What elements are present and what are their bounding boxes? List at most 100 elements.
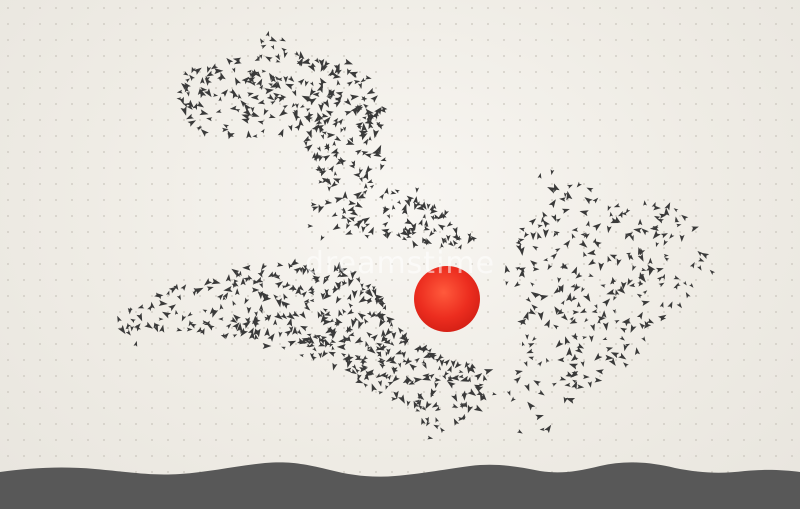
bird-silhouette bbox=[324, 288, 329, 296]
bird-silhouette bbox=[572, 310, 580, 315]
bird-silhouette bbox=[632, 264, 637, 271]
bird-silhouette bbox=[423, 352, 432, 358]
bird-silhouette bbox=[357, 192, 366, 199]
bird-silhouette bbox=[382, 205, 390, 215]
bird-silhouette bbox=[323, 274, 331, 281]
bird-silhouette bbox=[192, 102, 198, 110]
bird-silhouette bbox=[394, 189, 400, 194]
bird-silhouette bbox=[318, 337, 323, 343]
bird-silhouette bbox=[664, 202, 671, 211]
bird-silhouette bbox=[275, 298, 282, 308]
bird-silhouette bbox=[345, 229, 353, 235]
bird-silhouette bbox=[306, 96, 314, 102]
bird-silhouette bbox=[356, 125, 363, 130]
bird-silhouette bbox=[303, 140, 308, 147]
bird-silhouette bbox=[504, 265, 511, 274]
bird-silhouette bbox=[565, 371, 574, 377]
bird-silhouette bbox=[153, 325, 159, 333]
bird-silhouette bbox=[274, 95, 279, 102]
bird-silhouette bbox=[191, 66, 196, 74]
bird-silhouette bbox=[426, 203, 431, 210]
bird-silhouette bbox=[437, 353, 444, 360]
bird-silhouette bbox=[513, 376, 521, 384]
bird-silhouette bbox=[402, 376, 408, 385]
bird-silhouette bbox=[156, 293, 164, 300]
bird-silhouette bbox=[378, 391, 384, 395]
bird-silhouette bbox=[578, 239, 588, 248]
bird-silhouette bbox=[592, 223, 602, 231]
bird-silhouette bbox=[605, 347, 614, 352]
bird-silhouette bbox=[340, 156, 345, 164]
bird-silhouette bbox=[250, 111, 256, 116]
bird-silhouette bbox=[304, 80, 309, 87]
bird-silhouette bbox=[634, 347, 640, 356]
bird-silhouette bbox=[333, 264, 339, 273]
bird-silhouette bbox=[373, 150, 382, 157]
bird-silhouette bbox=[264, 327, 270, 337]
bird-silhouette bbox=[470, 235, 477, 242]
bird-silhouette bbox=[453, 418, 460, 426]
bird-silhouette bbox=[413, 400, 419, 409]
bird-silhouette bbox=[439, 359, 445, 367]
bird-silhouette bbox=[204, 88, 212, 98]
bird-silhouette bbox=[583, 232, 589, 238]
bird-silhouette bbox=[415, 408, 421, 412]
bird-silhouette bbox=[284, 330, 293, 337]
bird-silhouette bbox=[242, 264, 251, 271]
bird-silhouette bbox=[254, 328, 261, 338]
bird-silhouette bbox=[342, 308, 347, 315]
bird-silhouette bbox=[229, 316, 238, 323]
bird-silhouette bbox=[341, 353, 347, 358]
bird-silhouette bbox=[537, 232, 542, 240]
bird-silhouette bbox=[571, 266, 578, 276]
bird-silhouette bbox=[556, 308, 565, 315]
bird-silhouette bbox=[559, 376, 567, 381]
bird-silhouette bbox=[293, 267, 302, 274]
bird-silhouette bbox=[292, 284, 297, 292]
bird-silhouette bbox=[625, 232, 633, 238]
bird-silhouette bbox=[291, 310, 300, 317]
bird-silhouette bbox=[527, 343, 535, 348]
bird-silhouette bbox=[353, 172, 361, 178]
bird-silhouette bbox=[510, 396, 516, 402]
bird-silhouette bbox=[303, 298, 310, 303]
bird-silhouette bbox=[613, 295, 617, 301]
bird-silhouette bbox=[287, 340, 297, 347]
bird-silhouette bbox=[315, 119, 323, 125]
bird-silhouette bbox=[261, 263, 268, 271]
bird-silhouette bbox=[199, 328, 205, 336]
bird-silhouette bbox=[542, 219, 550, 228]
bird-silhouette bbox=[321, 102, 325, 107]
bird-silhouette bbox=[697, 265, 702, 271]
bird-silhouette bbox=[321, 113, 329, 118]
bird-silhouette bbox=[332, 285, 340, 294]
bird-silhouette bbox=[514, 281, 521, 287]
bird-silhouette bbox=[523, 360, 528, 367]
bird-silhouette bbox=[309, 267, 316, 276]
bird-silhouette bbox=[648, 257, 653, 265]
bird-silhouette bbox=[337, 272, 343, 278]
bird-silhouette bbox=[302, 266, 308, 276]
bird-silhouette bbox=[344, 111, 352, 116]
bird-silhouette bbox=[206, 117, 213, 122]
bird-silhouette bbox=[393, 390, 399, 400]
bird-silhouette bbox=[307, 62, 315, 72]
bird-silhouette bbox=[319, 154, 324, 162]
bird-silhouette bbox=[280, 94, 287, 101]
bird-silhouette bbox=[376, 121, 381, 128]
bird-silhouette bbox=[353, 80, 361, 85]
bird-silhouette bbox=[229, 105, 238, 111]
bird-silhouette bbox=[332, 73, 341, 79]
bird-silhouette bbox=[176, 327, 183, 332]
bird-silhouette bbox=[361, 217, 370, 225]
bird-silhouette bbox=[685, 292, 691, 299]
bird-silhouette bbox=[257, 120, 265, 125]
bird-silhouette bbox=[558, 284, 564, 293]
bird-silhouette bbox=[334, 135, 342, 142]
bird-silhouette bbox=[425, 400, 432, 410]
bird-silhouette bbox=[571, 381, 578, 390]
bird-silhouette bbox=[566, 347, 573, 357]
bird-silhouette bbox=[483, 369, 494, 375]
bird-silhouette bbox=[408, 380, 416, 385]
bird-silhouette bbox=[346, 353, 354, 363]
